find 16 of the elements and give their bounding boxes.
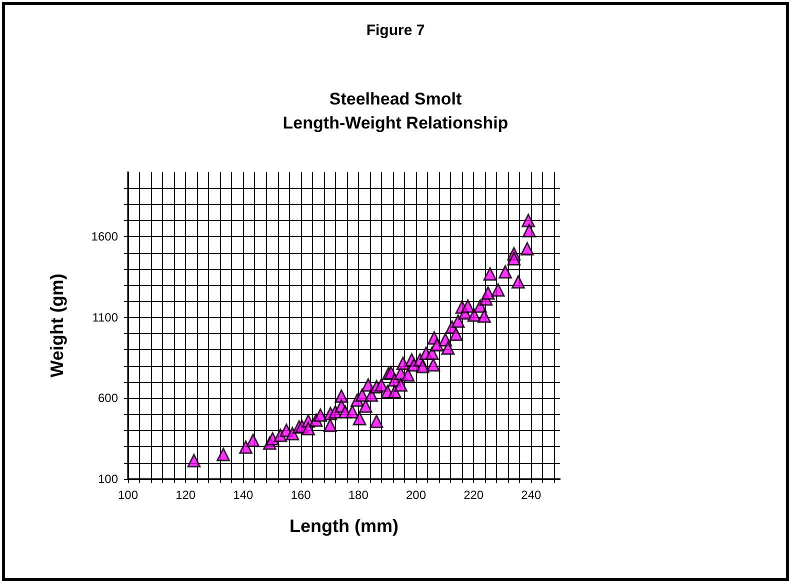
x-tick-label: 120: [176, 488, 196, 502]
x-tick-label: 160: [290, 488, 312, 502]
chart-title: Figure 7: [366, 22, 425, 39]
chart-subtitle: Steelhead Smolt Length-Weight Relationship: [282, 90, 508, 132]
x-tick-label: 100: [118, 488, 138, 502]
x-tick-label: 220: [464, 488, 484, 502]
y-tick-label: 600: [98, 391, 118, 406]
y-tick-label: 1100: [92, 310, 118, 324]
x-axis-title: Length (mm): [290, 516, 398, 536]
x-tick-label: 240: [521, 488, 542, 502]
x-tick-label: 140: [233, 488, 254, 502]
y-axis-title: Weight (gm): [47, 274, 67, 378]
y-tick-label: 100: [98, 472, 118, 486]
y-tick-label: 1600: [91, 230, 118, 244]
x-tick-label: 180: [348, 488, 369, 502]
x-tick-label: 200: [406, 488, 426, 502]
